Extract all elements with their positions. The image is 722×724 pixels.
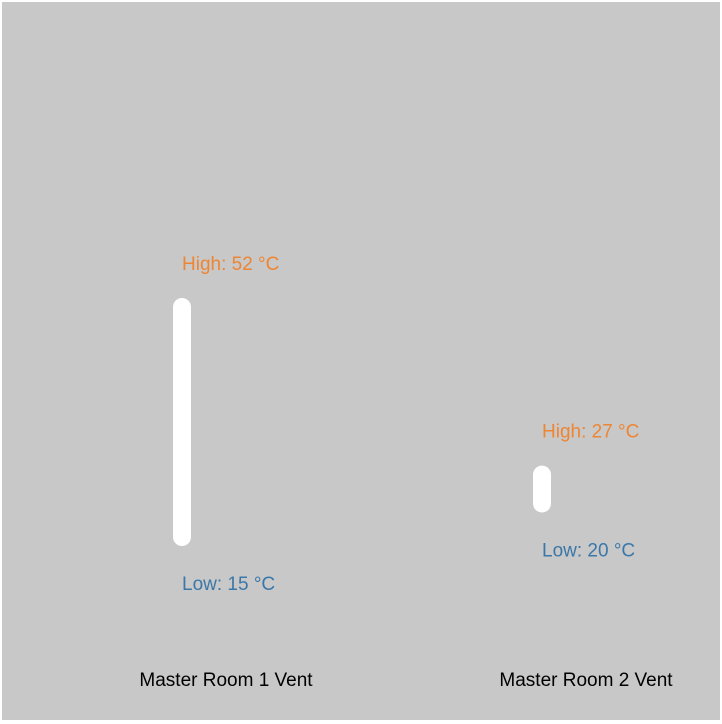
- range-bar-1: [173, 298, 191, 546]
- range-bar-2: [533, 465, 551, 513]
- category-label-2: Master Room 2 Vent: [499, 670, 673, 691]
- low-label-1: Low: 15 °C: [182, 574, 275, 595]
- low-label-2: Low: 20 °C: [542, 540, 635, 561]
- high-label-2: High: 27 °C: [542, 422, 639, 443]
- category-label-1: Master Room 1 Vent: [139, 670, 313, 691]
- high-label-1: High: 52 °C: [182, 254, 279, 275]
